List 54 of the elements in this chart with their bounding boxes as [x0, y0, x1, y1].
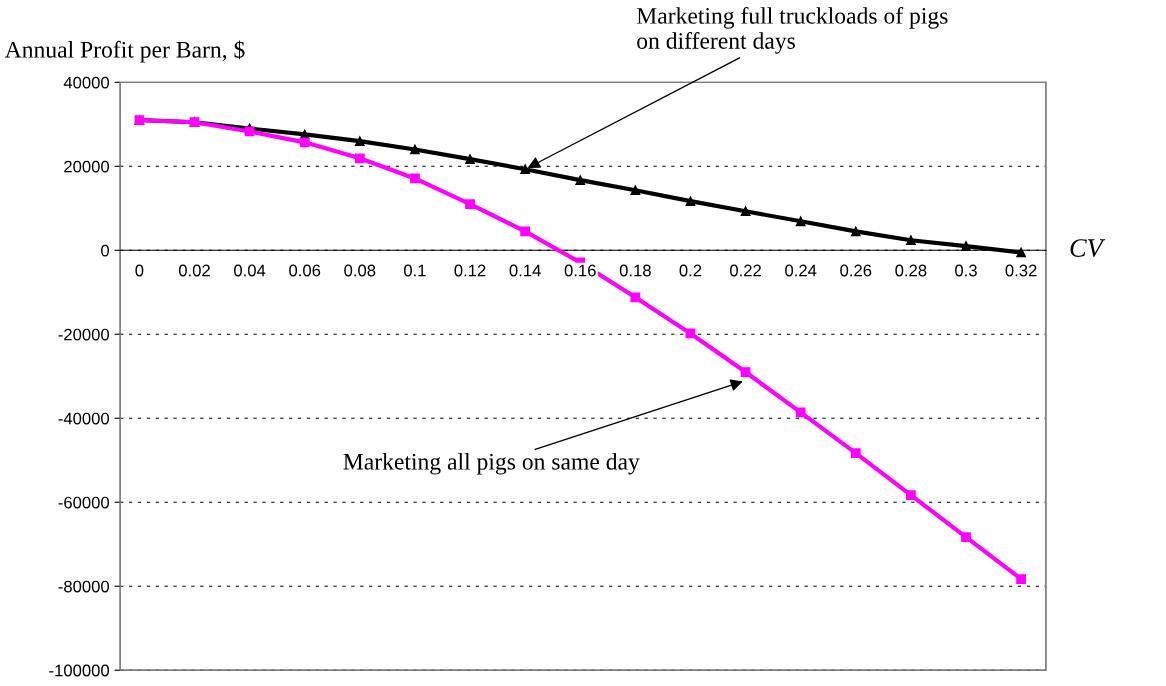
x-tick-label: 0.06 — [289, 264, 321, 277]
annotation: Marketing full truckloads of pigs on different days — [636, 6, 948, 54]
x-tick-label: 0.32 — [1005, 264, 1037, 277]
point — [1016, 574, 1026, 584]
point — [685, 196, 696, 207]
x-tick-label: 0.1 — [403, 264, 426, 277]
point — [575, 175, 586, 186]
x-tick-label: 0.14 — [509, 264, 541, 277]
x-tick-label: 0.18 — [619, 264, 651, 277]
y-axis-title: Annual Profit per Barn, $ — [4, 40, 245, 63]
annotation: Marketing all pigs on same day — [343, 453, 640, 475]
point — [520, 226, 530, 237]
point — [630, 292, 641, 303]
x-tick-label: 0.04 — [234, 264, 266, 277]
x-tick-label: 0.2 — [679, 264, 702, 277]
x-axis-title: CV — [1070, 239, 1106, 258]
point — [850, 448, 861, 458]
y-tick-label: -60000 — [58, 496, 110, 509]
x-tick-label: 0.3 — [955, 264, 977, 277]
x-tick-label: 0.28 — [895, 264, 927, 277]
point — [740, 367, 751, 377]
y-tick-label: 40000 — [63, 76, 110, 89]
point — [961, 532, 971, 542]
point — [520, 164, 530, 175]
point — [354, 136, 365, 146]
x-tick-label: 0.12 — [454, 264, 486, 277]
point — [961, 241, 971, 251]
x-tick-label: 0.22 — [730, 264, 761, 277]
point — [1016, 247, 1026, 258]
point — [630, 185, 641, 196]
x-tick-label: 0.08 — [344, 264, 376, 277]
y-tick-label: -40000 — [58, 412, 110, 425]
y-tick-label: 20000 — [64, 160, 110, 173]
x-tick-label: 0.24 — [785, 264, 817, 277]
point — [795, 216, 806, 227]
point — [795, 407, 806, 418]
point — [850, 226, 861, 237]
point — [354, 153, 365, 164]
y-tick-label: -80000 — [58, 580, 110, 593]
point — [410, 144, 420, 155]
point — [410, 173, 420, 184]
point — [906, 490, 916, 500]
y-tick-label: -100000 — [49, 664, 110, 677]
y-tick-label: 0 — [101, 244, 110, 257]
x-tick-label: 0.02 — [178, 264, 210, 277]
y-tick-label: -20000 — [58, 328, 110, 341]
point — [299, 137, 310, 148]
point — [740, 206, 751, 217]
point — [906, 235, 916, 246]
x-tick-label: 0.16 — [564, 264, 596, 277]
point — [465, 154, 475, 165]
x-tick-label: 0.26 — [840, 264, 872, 277]
point — [465, 199, 475, 209]
x-tick-label: 0 — [135, 264, 144, 277]
